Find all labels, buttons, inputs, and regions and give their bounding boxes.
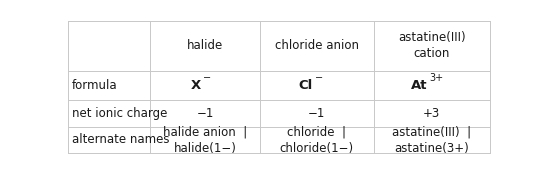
Text: formula: formula bbox=[72, 79, 118, 92]
Text: X: X bbox=[190, 79, 201, 92]
Text: chloride anion: chloride anion bbox=[275, 39, 358, 52]
Text: 3+: 3+ bbox=[430, 73, 444, 83]
Text: Cl: Cl bbox=[298, 79, 312, 92]
Text: astatine(III)  |
astatine(3+): astatine(III) | astatine(3+) bbox=[392, 125, 471, 155]
Text: At: At bbox=[411, 79, 428, 92]
Text: halide anion  |
halide(1−): halide anion | halide(1−) bbox=[163, 125, 247, 155]
Text: net ionic charge: net ionic charge bbox=[72, 107, 168, 120]
Text: astatine(III)
cation: astatine(III) cation bbox=[398, 31, 466, 60]
Text: −: − bbox=[314, 73, 323, 83]
Text: −1: −1 bbox=[308, 107, 325, 120]
Text: halide: halide bbox=[187, 39, 223, 52]
Text: −: − bbox=[203, 73, 211, 83]
Text: chloride  |
chloride(1−): chloride | chloride(1−) bbox=[280, 125, 354, 155]
Text: −1: −1 bbox=[196, 107, 214, 120]
Text: +3: +3 bbox=[423, 107, 440, 120]
Text: alternate names: alternate names bbox=[72, 133, 170, 146]
